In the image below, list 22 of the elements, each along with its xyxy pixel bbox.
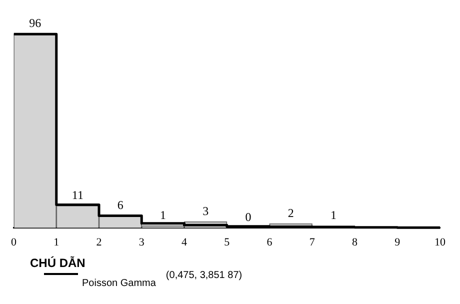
x-tick-label: 10: [434, 236, 446, 248]
x-tick-label: 3: [138, 236, 145, 248]
x-tick-label: 5: [224, 236, 230, 248]
data-label: 1: [160, 208, 166, 222]
text: (0,475, 3,851 87): [166, 270, 242, 281]
data-label: 6: [117, 198, 124, 212]
text: Poisson Gamma: [82, 278, 156, 289]
data-label: 96: [29, 16, 42, 30]
data-label: 0: [245, 210, 252, 224]
data-label: 3: [202, 204, 209, 218]
x-tick-label: 9: [394, 236, 401, 248]
data-label: 2: [288, 206, 294, 220]
x-tick-label: 1: [54, 236, 60, 248]
data-label: 1: [330, 208, 336, 222]
x-tick-label: 6: [266, 236, 273, 248]
legend-title: CHÚ DẪN: [30, 256, 86, 270]
data-label: 11: [72, 188, 84, 202]
x-tick-label: 0: [11, 236, 17, 248]
x-tick-label: 2: [96, 236, 102, 248]
x-tick-label: 4: [182, 236, 188, 248]
x-tick-label: 7: [309, 236, 316, 248]
x-tick-label: 8: [352, 236, 358, 248]
